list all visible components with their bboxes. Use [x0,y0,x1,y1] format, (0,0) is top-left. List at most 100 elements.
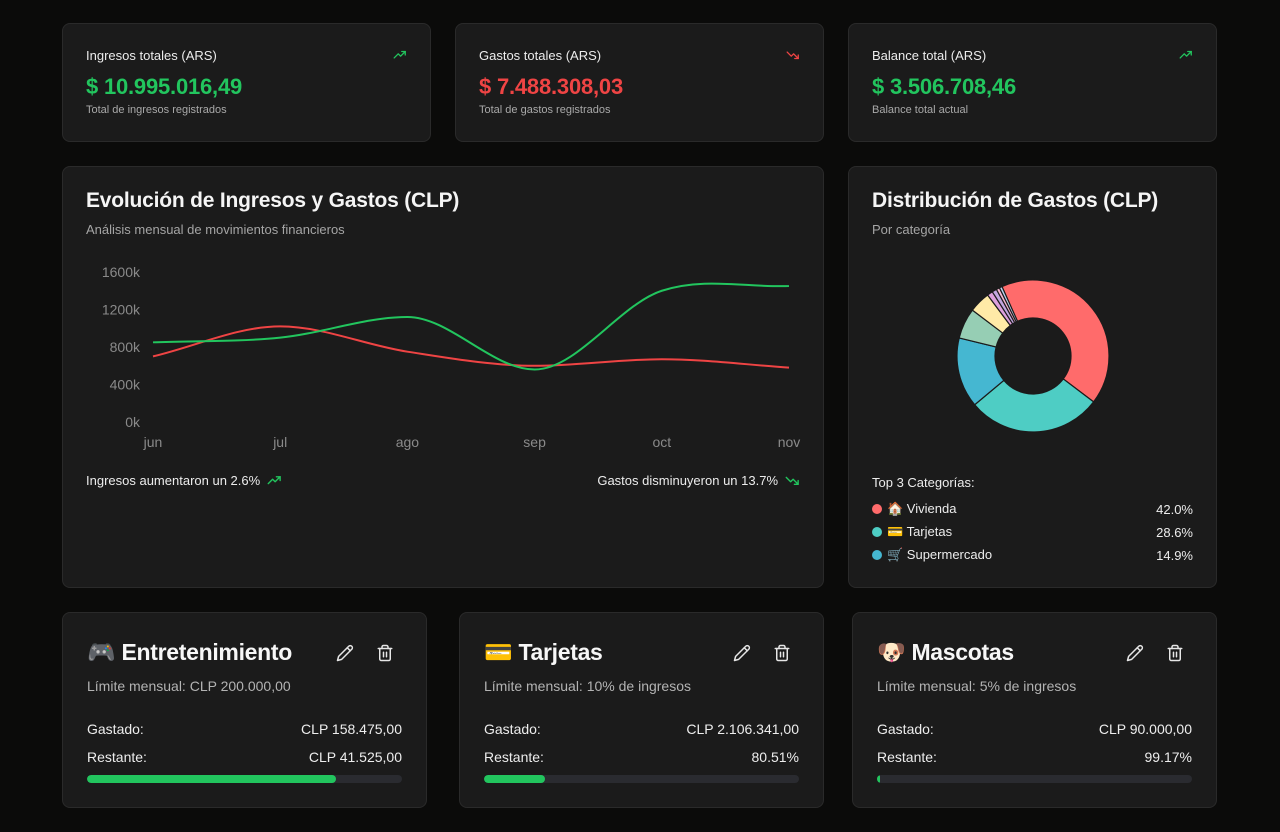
spent-row: Gastado: CLP 90.000,00 [877,721,1192,737]
progress-bar [877,775,1192,783]
legend-dot [872,504,882,514]
trending-up-icon [393,50,406,59]
stat-title: Gastos totales (ARS) [479,48,602,63]
legend-percent: 42.0% [1156,501,1193,517]
progress-fill [877,775,880,783]
credit-card-icon: 💳 [484,639,513,665]
edit-button[interactable] [1126,644,1144,662]
remaining-value: CLP 41.525,00 [308,749,402,765]
budget-name: Mascotas [911,639,1014,665]
budget-limit: Límite mensual: 5% de ingresos [877,678,1077,694]
budget-limit: Límite mensual: CLP 200.000,00 [87,678,291,694]
donut-chart [956,279,1110,433]
line-chart: 0k 400k 800k 1200k 1600k jun jul ago sep oct nov [102,264,801,450]
stat-value: $ 7.488.308,03 [479,74,624,99]
trending-down-icon [785,476,799,485]
dog-icon: 🐶 [877,639,906,665]
budget-card-entretenimiento: 🎮 Entretenimiento Límite mensual: CLP 20… [62,612,427,808]
remaining-label: Restante: [877,749,937,765]
stat-value: $ 10.995.016,49 [86,74,243,99]
delete-button[interactable] [1166,644,1184,662]
gamepad-icon: 🎮 [87,639,116,665]
spent-value: CLP 2.106.341,00 [686,721,799,737]
legend-item: 🛒 Supermercado 14.9% [872,546,1193,564]
stat-title: Balance total (ARS) [872,48,987,63]
spent-label: Gastado: [877,721,934,737]
x-tick-label: nov [778,434,801,450]
budget-limit: Límite mensual: 10% de ingresos [484,678,691,694]
stat-card-income: Ingresos totales (ARS) $ 10.995.016,49 T… [62,23,431,142]
pie-slice-otros-6 [998,285,1019,323]
progress-bar [484,775,799,783]
spent-value: CLP 158.475,00 [301,721,402,737]
series-line-gastos [152,325,790,369]
pie-slice-tarjetas [973,378,1095,433]
spent-row: Gastado: CLP 158.475,00 [87,721,402,737]
y-tick-label: 0k [125,414,141,430]
distribution-card: Distribución de Gastos (CLP) Por categor… [848,166,1217,588]
remaining-value: 99.17% [1144,749,1192,765]
budget-card-mascotas: 🐶 Mascotas Límite mensual: 5% de ingreso… [852,612,1217,808]
budget-title: 🎮 Entretenimiento [87,639,292,666]
progress-fill [87,775,336,783]
y-tick-label: 800k [110,339,141,355]
legend-label: 💳 Tarjetas [887,524,953,539]
stat-title: Ingresos totales (ARS) [86,48,217,63]
legend-item: 💳 Tarjetas 28.6% [872,523,1193,541]
delete-button[interactable] [376,644,394,662]
legend-percent: 28.6% [1156,524,1193,540]
x-tick-label: ago [396,434,420,450]
y-tick-label: 400k [110,377,141,393]
y-tick-label: 1600k [102,264,141,280]
remaining-row: Restante: 80.51% [484,749,799,765]
edit-button[interactable] [733,644,751,662]
legend-label: 🏠 Vivienda [887,501,957,516]
distribution-title: Distribución de Gastos (CLP) [872,189,1159,212]
distribution-subtitle: Por categoría [872,222,951,237]
income-trend-text: Ingresos aumentaron un 2.6% [86,473,261,488]
remaining-row: Restante: CLP 41.525,00 [87,749,402,765]
pie-slice-vivienda [1001,279,1110,403]
x-tick-label: sep [523,434,546,450]
spent-label: Gastado: [87,721,144,737]
remaining-label: Restante: [484,749,544,765]
budget-card-tarjetas: 💳 Tarjetas Límite mensual: 10% de ingres… [459,612,824,808]
stat-value: $ 3.506.708,46 [872,74,1017,99]
stat-subtitle: Balance total actual [872,104,969,116]
stat-subtitle: Total de ingresos registrados [86,104,227,116]
x-tick-label: jul [272,434,287,450]
budget-title: 🐶 Mascotas [877,639,1014,666]
spent-row: Gastado: CLP 2.106.341,00 [484,721,799,737]
delete-button[interactable] [773,644,791,662]
income-trend: Ingresos aumentaron un 2.6% [86,473,282,488]
budget-name: Tarjetas [518,639,603,665]
remaining-value: 80.51% [751,749,799,765]
evolution-title: Evolución de Ingresos y Gastos (CLP) [86,189,460,212]
legend-label: 🛒 Supermercado [887,547,993,562]
legend-percent: 14.9% [1156,547,1193,563]
spent-label: Gastado: [484,721,541,737]
progress-bar [87,775,402,783]
evolution-subtitle: Análisis mensual de movimientos financie… [86,222,345,237]
stat-card-expenses: Gastos totales (ARS) $ 7.488.308,03 Tota… [455,23,824,142]
spent-value: CLP 90.000,00 [1098,721,1192,737]
legend-item: 🏠 Vivienda 42.0% [872,500,1193,518]
x-tick-label: jun [143,434,163,450]
trending-up-icon [1179,50,1192,59]
remaining-label: Restante: [87,749,147,765]
x-tick-label: oct [652,434,671,450]
y-tick-label: 1200k [102,302,141,318]
legend-dot [872,527,882,537]
expense-trend: Gastos disminuyeron un 13.7% [597,473,800,488]
remaining-row: Restante: 99.17% [877,749,1192,765]
edit-button[interactable] [336,644,354,662]
budget-title: 💳 Tarjetas [484,639,603,666]
evolution-chart-card: Evolución de Ingresos y Gastos (CLP) Aná… [62,166,824,588]
progress-fill [484,775,546,783]
series-line-ingresos [152,282,790,371]
expense-trend-text: Gastos disminuyeron un 13.7% [597,473,778,488]
budget-name: Entretenimiento [121,639,293,665]
legend-dot [872,550,882,560]
stat-card-balance: Balance total (ARS) $ 3.506.708,46 Balan… [848,23,1217,142]
stat-subtitle: Total de gastos registrados [479,104,611,116]
